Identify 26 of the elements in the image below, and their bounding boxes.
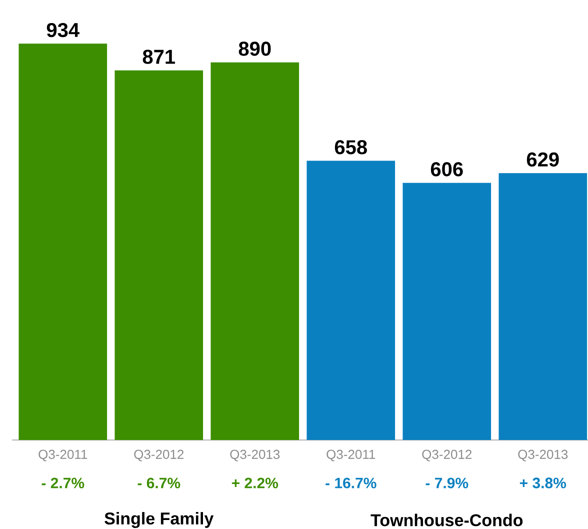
x-tick-label: Q3-2012 [422, 450, 472, 462]
text: - 2.7% [42, 478, 84, 488]
x-tick-label: Q3-2011 [326, 450, 376, 462]
data-label: 871 [142, 50, 175, 64]
text: - 16.7% [326, 478, 376, 488]
text: - 6.7% [138, 478, 180, 488]
bar [498, 173, 588, 440]
text: + 3.8% [520, 478, 566, 488]
text: Single Family [104, 512, 214, 528]
x-tick-label: Q3-2011 [38, 450, 88, 462]
x-tick-label: Q3-2012 [134, 450, 184, 462]
text: Townhouse-Condo [370, 514, 523, 526]
data-label: 629 [526, 152, 559, 167]
data-label: 890 [238, 42, 271, 56]
data-label: 658 [334, 140, 367, 154]
bar [306, 160, 396, 440]
x-tick-label: Q3-2013 [518, 450, 568, 462]
bar [402, 182, 492, 440]
x-tick-label: Q3-2013 [230, 450, 280, 462]
bar [114, 70, 204, 440]
text: - 7.9% [426, 478, 468, 488]
data-label: 606 [430, 162, 463, 176]
bar [210, 62, 300, 440]
text: + 2.2% [232, 478, 278, 488]
bar [18, 44, 108, 440]
data-label: 934 [46, 22, 80, 38]
